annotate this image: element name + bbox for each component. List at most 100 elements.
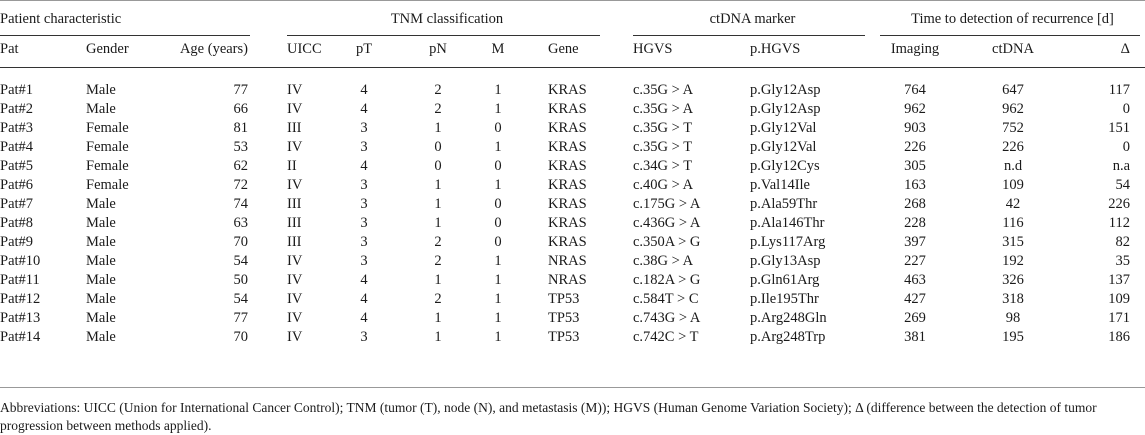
header-rule	[0, 67, 1145, 68]
cell-age: 70	[233, 329, 249, 345]
bottom-rule	[0, 387, 1145, 388]
cell-m: 1	[494, 272, 502, 288]
column-header-delta: Δ	[1120, 41, 1130, 57]
table-row: Pat#9 Male 70 III 3 2 0 KRAS c.350A > G p.Lys117A…	[0, 234, 1145, 253]
cell-pat: Pat#10	[0, 253, 41, 269]
cell-gene: KRAS	[548, 139, 587, 155]
cell-m: 0	[494, 215, 502, 231]
cell-pt: 4	[360, 158, 368, 174]
cell-m: 1	[494, 101, 502, 117]
cell-p-hgvs: p.Val14Ile	[750, 177, 810, 193]
group-ctdna-marker-underline	[633, 35, 865, 36]
cell-age: 74	[233, 196, 249, 212]
cell-pat: Pat#14	[0, 329, 41, 345]
table-row: Pat#3 Female 81 III 3 1 0 KRAS c.35G > T p.Gly12V…	[0, 120, 1145, 139]
cell-uicc: IV	[287, 177, 303, 193]
cell-uicc: IV	[287, 291, 303, 307]
cell-pt: 4	[360, 310, 368, 326]
cell-pt: 4	[360, 291, 368, 307]
group-ctdna-marker: ctDNA marker	[709, 11, 796, 27]
table-row: Pat#5 Female 62 II 4 0 0 KRAS c.34G > T p.Gly12Cy…	[0, 158, 1145, 177]
cell-pt: 3	[360, 120, 368, 136]
cell-pt: 4	[360, 272, 368, 288]
cell-p-hgvs: p.Gly12Val	[750, 120, 817, 136]
cell-delta: n.a	[1112, 158, 1130, 174]
cell-imaging: 381	[904, 329, 926, 345]
cell-age: 50	[233, 272, 249, 288]
cell-uicc: IV	[287, 101, 303, 117]
cell-age: 72	[233, 177, 249, 193]
top-rule	[0, 0, 1145, 1]
cell-hgvs: c.175G > A	[633, 196, 701, 212]
cell-pat: Pat#6	[0, 177, 34, 193]
cell-p-hgvs: p.Gly13Asp	[750, 253, 821, 269]
cell-gender: Male	[86, 329, 116, 345]
cell-m: 1	[494, 82, 502, 98]
cell-gene: TP53	[548, 291, 580, 307]
cell-hgvs: c.436G > A	[633, 215, 701, 231]
cell-ctdna: 647	[1002, 82, 1024, 98]
cell-ctdna: 315	[1002, 234, 1024, 250]
cell-hgvs: c.38G > A	[633, 253, 694, 269]
cell-imaging: 962	[904, 101, 926, 117]
cell-age: 70	[233, 234, 249, 250]
cell-m: 0	[494, 120, 502, 136]
cell-hgvs: c.743G > A	[633, 310, 701, 326]
cell-age: 63	[233, 215, 249, 231]
cell-gene: KRAS	[548, 215, 587, 231]
cell-hgvs: c.742C > T	[633, 329, 699, 345]
cell-gender: Male	[86, 253, 116, 269]
cell-imaging: 764	[904, 82, 926, 98]
table-row: Pat#1 Male 77 IV 4 2 1 KRAS c.35G > A p.Gly12Asp 7…	[0, 82, 1145, 101]
cell-gender: Male	[86, 215, 116, 231]
cell-p-hgvs: p.Arg248Trp	[750, 329, 826, 345]
cell-ctdna: n.d	[1003, 158, 1023, 174]
cell-pn: 2	[434, 234, 442, 250]
cell-gene: KRAS	[548, 196, 587, 212]
cell-hgvs: c.182A > G	[633, 272, 701, 288]
cell-imaging: 227	[904, 253, 926, 269]
cell-p-hgvs: p.Ala146Thr	[750, 215, 825, 231]
cell-hgvs: c.584T > C	[633, 291, 699, 307]
cell-ctdna: 962	[1002, 101, 1024, 117]
table-row: Pat#6 Female 72 IV 3 1 1 KRAS c.40G > A p.Val14Il…	[0, 177, 1145, 196]
column-header-gene: Gene	[548, 41, 579, 57]
cell-gene: KRAS	[548, 82, 587, 98]
cell-imaging: 463	[904, 272, 926, 288]
cell-p-hgvs: p.Gly12Asp	[750, 101, 821, 117]
cell-uicc: IV	[287, 139, 303, 155]
cell-imaging: 305	[904, 158, 926, 174]
cell-pat: Pat#9	[0, 234, 34, 250]
cell-gender: Female	[86, 120, 129, 136]
cell-uicc: IV	[287, 253, 303, 269]
cell-gene: TP53	[548, 310, 580, 326]
table-row: Pat#11 Male 50 IV 4 1 1 NRAS c.182A > G p.Gln61Ar…	[0, 272, 1145, 291]
cell-delta: 109	[1108, 291, 1130, 307]
group-patient-characteristic-underline	[0, 35, 250, 36]
table-row: Pat#2 Male 66 IV 4 2 1 KRAS c.35G > A p.Gly12Asp 9…	[0, 101, 1145, 120]
cell-uicc: IV	[287, 82, 303, 98]
cell-m: 0	[494, 196, 502, 212]
cell-delta: 35	[1115, 253, 1131, 269]
cell-pt: 3	[360, 234, 368, 250]
cell-pat: Pat#1	[0, 82, 34, 98]
cell-pn: 2	[434, 101, 442, 117]
cell-m: 1	[494, 139, 502, 155]
cell-pn: 1	[434, 329, 442, 345]
cell-hgvs: c.34G > T	[633, 158, 693, 174]
cell-age: 53	[233, 139, 249, 155]
group-tnm-classification-underline	[287, 35, 600, 36]
cell-pn: 0	[434, 158, 442, 174]
cell-p-hgvs: p.Ile195Thr	[750, 291, 819, 307]
cell-m: 1	[494, 291, 502, 307]
cell-p-hgvs: p.Lys117Arg	[750, 234, 826, 250]
cell-p-hgvs: p.Gly12Cys	[750, 158, 820, 174]
cell-pt: 3	[360, 139, 368, 155]
table-footnote: Abbreviations: UICC (Union for Internati…	[0, 400, 1097, 433]
cell-hgvs: c.35G > A	[633, 82, 694, 98]
cell-ctdna: 226	[1002, 139, 1024, 155]
group-time-to-detection: Time to detection of recurrence [d]	[911, 11, 1114, 27]
cell-delta: 0	[1122, 101, 1130, 117]
cell-ctdna: 195	[1002, 329, 1024, 345]
cell-delta: 112	[1108, 215, 1130, 231]
